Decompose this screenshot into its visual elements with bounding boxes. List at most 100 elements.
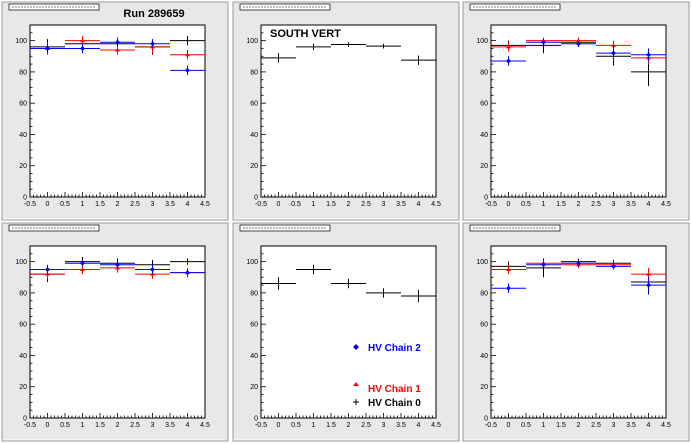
x-axis: -0.5 0 0.5 1 1.5 2 2.5 3 3.5 4 4.5 — [255, 413, 441, 429]
x-tick-label: 3 — [382, 201, 386, 208]
data-point-marker — [611, 43, 616, 47]
data-point-marker — [576, 38, 581, 43]
x-tick-label: 0 — [277, 201, 281, 208]
x-axis: -0.5 0 0.5 1 1.5 2 2.5 3 3.5 4 4.5 — [255, 192, 441, 208]
data-point-marker — [115, 262, 120, 268]
y-tick-label: 20 — [250, 384, 258, 391]
data-point-marker — [45, 266, 50, 272]
y-tick-label: 0 — [484, 195, 488, 202]
series-hv-chain-0 — [261, 42, 436, 65]
x-tick-label: -0.5 — [485, 201, 497, 208]
x-tick-label: 1 — [81, 422, 85, 429]
x-tick-label: 3.5 — [165, 422, 175, 429]
data-point-marker — [115, 39, 120, 45]
x-tick-label: 1 — [542, 201, 546, 208]
y-tick-label: 40 — [480, 353, 488, 360]
y-tick-label: 20 — [250, 163, 258, 170]
x-tick-label: -0.5 — [24, 201, 36, 208]
data-point-marker — [185, 52, 190, 57]
x-tick-label: 1.5 — [326, 201, 336, 208]
y-tick-label: 20 — [480, 384, 488, 391]
plot-area — [260, 24, 437, 198]
y-tick-label: 60 — [480, 322, 488, 329]
x-tick-label: 4 — [647, 422, 651, 429]
y-tick-label: 40 — [19, 353, 27, 360]
x-tick-label: 2 — [347, 422, 351, 429]
plot-area — [490, 245, 667, 419]
x-tick-label: 3.5 — [396, 201, 406, 208]
legend-entry-hv-chain-2: HV Chain 2 — [353, 343, 421, 354]
data-point-marker — [80, 45, 85, 51]
data-point-marker — [150, 266, 155, 272]
x-tick-label: 1 — [312, 422, 316, 429]
x-tick-label: 0.5 — [521, 201, 531, 208]
x-tick-label: 1.5 — [95, 422, 105, 429]
y-axis: 0 20 40 60 80 100 — [15, 24, 35, 202]
x-axis: -0.5 0 0.5 1 1.5 2 2.5 3 3.5 4 4.5 — [485, 413, 671, 429]
y-tick-label: 80 — [480, 69, 488, 76]
x-tick-label: 3.5 — [626, 201, 636, 208]
x-tick-label: 2 — [577, 422, 581, 429]
legend-entry-hv-chain-1: HV Chain 1 — [353, 382, 421, 395]
x-tick-label: 4 — [417, 422, 421, 429]
legend-marker-triangle — [353, 382, 359, 386]
y-tick-label: 0 — [254, 195, 258, 202]
data-point-marker — [611, 263, 616, 269]
x-tick-label: -0.5 — [255, 422, 267, 429]
data-point-marker — [506, 285, 511, 291]
legend-label: HV Chain 1 — [368, 384, 421, 395]
y-tick-label: 80 — [19, 290, 27, 297]
y-tick-label: 40 — [250, 132, 258, 139]
run-label: Run 289659 — [123, 8, 184, 20]
x-tick-label: 4 — [186, 201, 190, 208]
x-tick-label: 0.5 — [60, 422, 70, 429]
data-point-marker — [576, 260, 581, 266]
y-tick-label: 100 — [246, 38, 258, 45]
legend-marker-cross — [353, 399, 359, 405]
y-tick-label: 60 — [480, 101, 488, 108]
series-hv-chain-2 — [30, 37, 205, 76]
y-axis: 0 20 40 60 80 100 — [15, 245, 35, 423]
x-tick-label: 2.5 — [130, 201, 140, 208]
x-tick-label: 3.5 — [165, 201, 175, 208]
y-tick-label: 20 — [19, 163, 27, 170]
data-point-marker — [646, 52, 651, 58]
data-point-marker — [80, 260, 85, 266]
x-tick-label: 2.5 — [591, 422, 601, 429]
x-tick-label: 2.5 — [591, 201, 601, 208]
y-tick-label: 100 — [246, 259, 258, 266]
y-tick-label: 40 — [19, 132, 27, 139]
data-point-marker — [541, 262, 546, 268]
x-tick-label: 0.5 — [291, 201, 301, 208]
y-axis: 0 20 40 60 80 100 — [476, 245, 496, 423]
y-axis: 0 20 40 60 80 100 — [246, 245, 266, 423]
data-point-marker — [80, 267, 85, 271]
data-point-marker — [115, 48, 120, 52]
legend-label: HV Chain 0 — [368, 398, 421, 409]
y-tick-label: 0 — [23, 195, 27, 202]
x-tick-label: 3.5 — [626, 422, 636, 429]
data-point-marker — [576, 41, 581, 47]
data-point-marker — [646, 282, 651, 288]
data-point-marker — [185, 67, 190, 73]
x-tick-label: 4 — [417, 201, 421, 208]
x-tick-label: 4.5 — [200, 201, 210, 208]
x-tick-label: 0 — [277, 422, 281, 429]
x-tick-label: 1.5 — [326, 422, 336, 429]
x-tick-label: 3 — [382, 422, 386, 429]
series-hv-chain-2 — [491, 260, 666, 293]
y-axis: 0 20 40 60 80 100 — [246, 24, 266, 202]
x-tick-label: 2 — [116, 422, 120, 429]
y-tick-label: 100 — [476, 38, 488, 45]
legend-entry-hv-chain-0: HV Chain 0 — [353, 398, 421, 409]
y-axis: 0 20 40 60 80 100 — [476, 24, 496, 202]
y-tick-label: 100 — [476, 259, 488, 266]
x-tick-label: 1 — [312, 201, 316, 208]
x-axis: -0.5 0 0.5 1 1.5 2 2.5 3 3.5 4 4.5 — [485, 192, 671, 208]
x-tick-label: 0.5 — [291, 422, 301, 429]
y-tick-label: 80 — [250, 290, 258, 297]
